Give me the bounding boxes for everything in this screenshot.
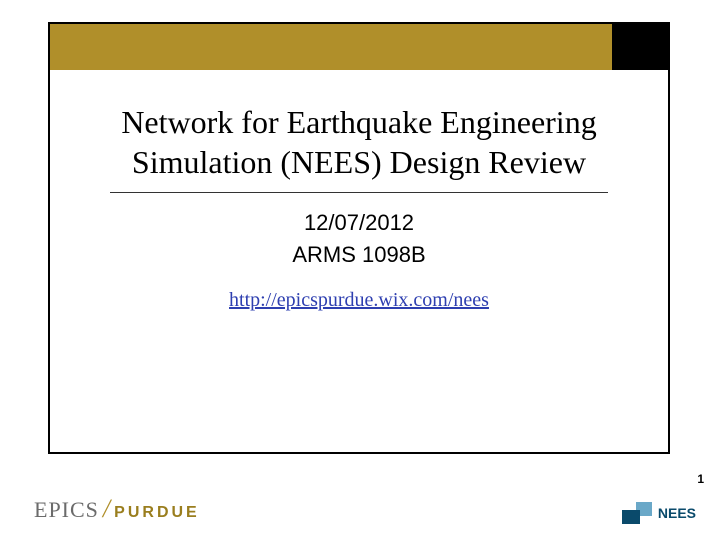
slide-title: Network for Earthquake Engineering Simul… [100, 102, 618, 182]
header-bar-gold [50, 24, 612, 70]
slide-content: Network for Earthquake Engineering Simul… [50, 84, 668, 312]
slide-date: 12/07/2012 [100, 207, 618, 239]
page-number: 1 [697, 472, 704, 486]
footer: EPICS / PURDUE NEES [34, 484, 696, 524]
nees-mark-icon [622, 502, 652, 524]
epics-wordmark: EPICS [34, 497, 99, 523]
title-divider [110, 192, 608, 193]
slide-frame: Network for Earthquake Engineering Simul… [48, 22, 670, 454]
project-link[interactable]: http://epicspurdue.wix.com/nees [229, 289, 489, 312]
header-bar-black [612, 24, 668, 70]
epics-purdue-logo: EPICS / PURDUE [34, 494, 200, 524]
header-bar [50, 24, 668, 70]
nees-logo: NEES [622, 502, 696, 524]
logo-slash-icon: / [103, 494, 110, 524]
purdue-wordmark: PURDUE [114, 504, 200, 522]
nees-wordmark: NEES [658, 505, 696, 521]
slide-room: ARMS 1098B [100, 239, 618, 271]
